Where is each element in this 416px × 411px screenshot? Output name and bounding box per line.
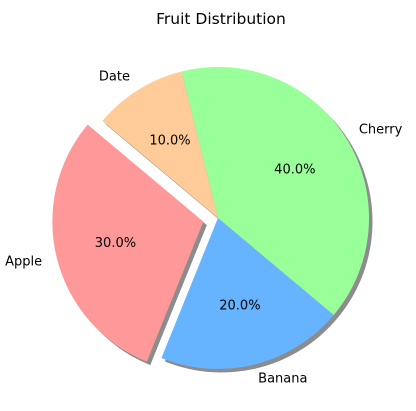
slice-percent-date: 10.0% [149, 134, 190, 149]
pie-slice-banana [161, 218, 334, 369]
pie-slices [52, 67, 370, 369]
pie-slice-cherry [181, 67, 370, 316]
slice-percent-apple: 30.0% [95, 236, 136, 251]
pie-slice-apple [52, 124, 204, 362]
slice-percent-cherry: 40.0% [274, 162, 315, 177]
slice-label-apple: Apple [5, 254, 42, 269]
pie-slice-date [102, 71, 218, 218]
slice-percent-banana: 20.0% [219, 298, 260, 313]
slice-label-cherry: Cherry [359, 122, 403, 137]
chart-title: Fruit Distribution [156, 10, 286, 28]
slice-label-date: Date [99, 70, 130, 85]
pie-labels: Apple 30.0% Banana 20.0% Cherry 40.0% Date 10.0… [5, 70, 402, 387]
slice-label-banana: Banana [258, 372, 307, 387]
